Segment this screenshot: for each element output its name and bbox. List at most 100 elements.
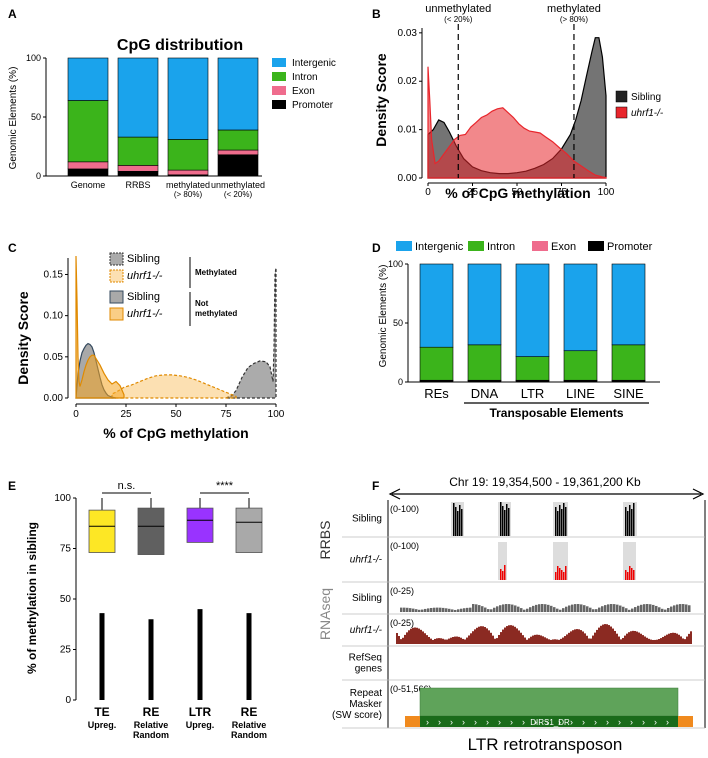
d-category-label: DNA bbox=[471, 386, 499, 401]
f-track-range: (0-100) bbox=[390, 504, 419, 514]
e-category-sub: Random bbox=[133, 730, 169, 740]
f-rnaseq-sibling-bar bbox=[616, 604, 619, 612]
b-ytick-label: 0.03 bbox=[398, 28, 418, 39]
f-rnaseq-sibling-bar bbox=[412, 608, 415, 612]
f-rnaseq-sibling-bar bbox=[406, 607, 409, 612]
e-category-sub: Upreg. bbox=[186, 720, 215, 730]
f-rrbs-uhrf1-bar bbox=[500, 569, 502, 580]
d-legend-label: Exon bbox=[551, 241, 576, 253]
f-rnaseq-uhrf1-bar bbox=[444, 639, 446, 644]
f-feature-arrow: › bbox=[486, 717, 489, 727]
b-xtick-label: 25 bbox=[467, 187, 479, 198]
f-feature-arrow: › bbox=[546, 717, 549, 727]
a-legend-label: Intron bbox=[292, 72, 318, 83]
f-rnaseq-sibling-bar bbox=[661, 608, 664, 612]
e-category-label: RE bbox=[241, 705, 258, 719]
f-rrbs-sibling-bar bbox=[508, 508, 510, 536]
d-legend-label: Intergenic bbox=[415, 241, 464, 253]
d-ytick-label: 0 bbox=[398, 377, 403, 387]
f-rnaseq-uhrf1-bar bbox=[418, 628, 420, 644]
chart-e-ylabel: % of methylation in sibling bbox=[25, 522, 39, 674]
f-rnaseq-sibling-bar bbox=[517, 606, 520, 612]
f-rnaseq-sibling-bar bbox=[586, 606, 589, 612]
f-rnaseq-sibling-bar bbox=[538, 604, 541, 612]
f-feature-arrow: › bbox=[654, 717, 657, 727]
a-bar-intergenic bbox=[67, 57, 109, 101]
c-legend-group: Not bbox=[195, 299, 209, 308]
f-rnaseq-uhrf1-bar bbox=[400, 639, 402, 644]
a-legend-swatch bbox=[272, 58, 286, 67]
f-rnaseq-sibling-bar bbox=[448, 608, 451, 612]
f-range-arrow-left bbox=[388, 488, 401, 500]
f-rnaseq-uhrf1-bar bbox=[514, 626, 516, 644]
f-rnaseq-uhrf1-bar bbox=[602, 624, 604, 644]
c-xtick-label: 100 bbox=[268, 409, 285, 420]
f-rnaseq-sibling-bar bbox=[526, 608, 529, 612]
f-rnaseq-uhrf1-bar bbox=[578, 629, 580, 644]
c-ytick-label: 0.05 bbox=[44, 352, 64, 363]
f-rnaseq-uhrf1-bar bbox=[478, 626, 480, 644]
f-rnaseq-sibling-bar bbox=[502, 604, 505, 612]
f-rnaseq-uhrf1-bar bbox=[562, 637, 564, 644]
f-rnaseq-sibling-bar bbox=[514, 605, 517, 612]
f-rnaseq-uhrf1-bar bbox=[580, 630, 582, 644]
f-rnaseq-uhrf1-bar bbox=[596, 629, 598, 644]
f-rrbs-sibling-bar bbox=[455, 507, 457, 536]
d-group-label: Transposable Elements bbox=[489, 406, 623, 420]
f-rnaseq-sibling-bar bbox=[631, 608, 634, 612]
f-rrbs-sibling-bar bbox=[561, 509, 563, 536]
f-rrbs-uhrf1-bar bbox=[504, 565, 506, 580]
f-rnaseq-uhrf1-bar bbox=[650, 639, 652, 644]
f-rnaseq-uhrf1-bar bbox=[496, 638, 498, 644]
f-rrbs-uhrf1-bar bbox=[557, 566, 559, 580]
f-rnaseq-uhrf1-bar bbox=[516, 628, 518, 644]
f-feature-arrow: › bbox=[666, 717, 669, 727]
a-bar-exon bbox=[67, 161, 109, 170]
d-category-label: REs bbox=[424, 386, 449, 401]
f-rrbs-uhrf1-bar bbox=[563, 572, 565, 580]
e-box bbox=[88, 509, 116, 553]
f-rnaseq-uhrf1-bar bbox=[414, 627, 416, 644]
f-rrbs-uhrf1-bar bbox=[555, 572, 557, 580]
f-rnaseq-sibling-bar bbox=[451, 609, 454, 612]
c-xtick-label: 50 bbox=[170, 409, 182, 420]
c-legend-group: methylated bbox=[195, 309, 237, 318]
c-density-1 bbox=[111, 374, 237, 399]
f-rnaseq-uhrf1-bar bbox=[606, 624, 608, 644]
f-rnaseq-uhrf1-bar bbox=[500, 632, 502, 644]
b-legend-swatch bbox=[615, 90, 628, 103]
f-rnaseq-sibling-bar bbox=[679, 604, 682, 612]
a-legend-swatch bbox=[272, 72, 286, 81]
f-rnaseq-sibling-bar bbox=[625, 608, 628, 612]
a-bar-exon bbox=[217, 149, 259, 156]
f-rnaseq-uhrf1-bar bbox=[412, 627, 414, 644]
d-bar-intergenic bbox=[563, 263, 598, 352]
f-rnaseq-uhrf1-bar bbox=[568, 632, 570, 644]
c-legend-label: Sibling bbox=[127, 291, 160, 303]
c-legend-swatch bbox=[109, 307, 124, 321]
a-bar-intron bbox=[217, 129, 259, 151]
f-rrbs-sibling-bar bbox=[631, 509, 633, 536]
f-track-label: Masker bbox=[349, 699, 382, 710]
f-rnaseq-sibling-bar bbox=[556, 608, 559, 612]
f-rnaseq-uhrf1-bar bbox=[604, 624, 606, 644]
panel-c: C 0.00 0.05 0.10 0.15 0 25 50 75 100 Sibling uhrf1… bbox=[8, 241, 285, 441]
a-bar-intergenic bbox=[167, 57, 209, 140]
f-rnaseq-uhrf1-bar bbox=[518, 630, 520, 644]
f-rrbs-bg bbox=[498, 542, 507, 580]
f-track-label: Sibling bbox=[352, 514, 382, 525]
f-feature-label: DIRS1_DR bbox=[530, 718, 570, 727]
panel-d: D 0 50 100 REs DNA LTR LINE SINE Transposable El… bbox=[372, 241, 660, 420]
f-rnaseq-sibling-bar bbox=[583, 605, 586, 612]
c-ytick-label: 0.10 bbox=[44, 311, 64, 322]
f-rnaseq-uhrf1-bar bbox=[398, 636, 400, 644]
f-rrbs-uhrf1-bar bbox=[561, 570, 563, 580]
a-category-note: (> 80%) bbox=[174, 190, 203, 199]
f-rnaseq-uhrf1-bar bbox=[652, 639, 654, 644]
f-rnaseq-uhrf1-bar bbox=[426, 635, 428, 644]
f-rnaseq-uhrf1-bar bbox=[686, 636, 688, 644]
f-rnaseq-uhrf1-bar bbox=[458, 636, 460, 644]
f-rnaseq-uhrf1-bar bbox=[420, 629, 422, 644]
f-rnaseq-uhrf1-bar bbox=[588, 638, 590, 644]
f-rnaseq-uhrf1-bar bbox=[610, 626, 612, 644]
